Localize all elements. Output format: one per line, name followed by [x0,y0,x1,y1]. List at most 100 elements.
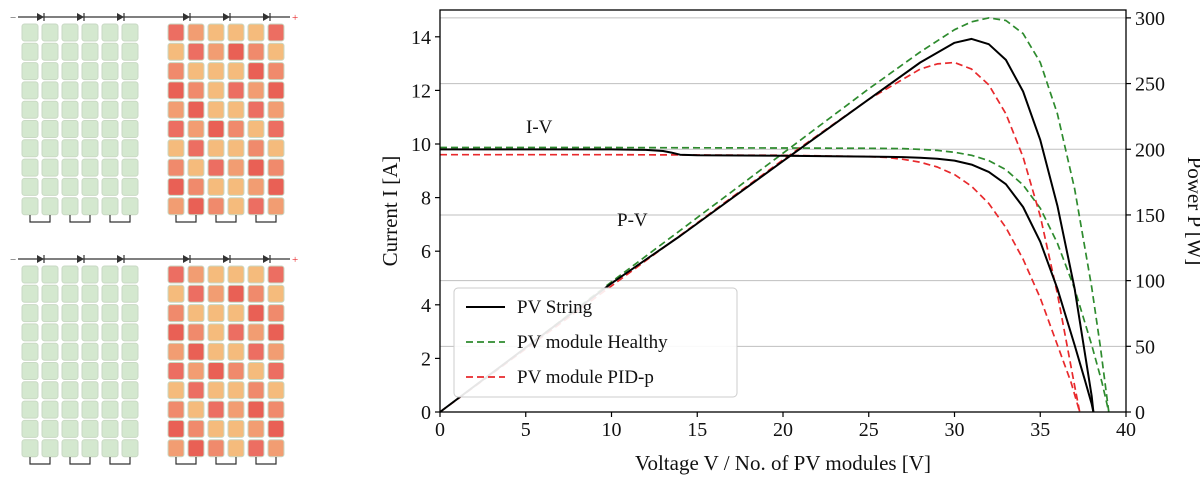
pv-cell [21,158,39,177]
pv-cell [81,419,99,438]
pv-cell [101,439,119,458]
pv-cell [247,323,265,342]
bypass-diode-icon [223,255,230,263]
pv-cell [81,265,99,284]
pv-cell [121,265,139,284]
pv-cell [227,265,245,284]
pv-cell [167,439,185,458]
pv-module-illustrations: − + − + [10,12,298,465]
pv-cell [101,81,119,100]
pv-cell [167,62,185,81]
bypass-diode-icon [37,255,44,263]
pv-cell [227,323,245,342]
pv-cell [247,177,265,196]
pv-cell [227,23,245,42]
pv-cell [61,81,79,100]
pv-cell [187,139,205,158]
pv-cell [41,400,59,419]
pv-cell [267,419,285,438]
pv-cell [187,342,205,361]
pv-cell [81,342,99,361]
pv-cell [81,323,99,342]
pv-cell [81,100,99,119]
cell-connector [109,215,131,223]
terminal-minus: − [10,12,16,24]
pv-cell [21,400,39,419]
pv-cell [81,362,99,380]
pv-cell [207,342,225,361]
x-tick-label-30: 30 [945,419,965,441]
cell-connector [255,457,277,465]
pv-cell [21,81,39,100]
pv-cell [167,197,185,216]
pv-cell [41,81,59,100]
pv-cell [21,323,39,342]
legend-label-pid: PV module PID-p [517,367,654,388]
pv-cell [81,81,99,100]
pv-cell [167,400,185,419]
pv-cell [61,120,79,138]
x-tick-label-5: 5 [521,419,531,441]
pv-cell [187,177,205,196]
pv-cell [247,400,265,419]
pv-cell [41,42,59,61]
cell-connector [69,215,91,223]
x-axis-label: Voltage V / No. of PV modules [V] [635,451,931,475]
y-left-tick-label-10: 10 [411,134,431,156]
cell-connector [109,457,131,465]
cell-connector [215,457,237,465]
y-right-tick-label-0: 0 [1135,402,1145,424]
y-left-axis-label: Current I [A] [378,156,402,267]
pv-cell [81,381,99,400]
pv-cell [121,158,139,177]
legend-box [453,287,738,398]
y-left-tick-label-4: 4 [421,295,431,317]
pv-cell [207,120,225,138]
pv-cell [247,439,265,458]
y-right-tick-label-250: 250 [1135,74,1165,96]
pv-cell [207,419,225,438]
pv-cell [187,284,205,303]
pv-cell [167,342,185,361]
pv-cell [21,23,39,42]
pv-cell [61,400,79,419]
pv-cell [247,62,265,81]
cell-connector [215,215,237,223]
pv-cell [187,197,205,216]
pv-cell [121,62,139,81]
x-tick-label-15: 15 [687,419,707,441]
pv-cell [21,362,39,380]
pv-cell [247,42,265,61]
pv-cell [101,177,119,196]
pv-cell [207,81,225,100]
pv-cell [21,197,39,216]
pv-cell [21,139,39,158]
pv-cell [81,400,99,419]
pv-cell [227,381,245,400]
y-left-tick-label-6: 6 [421,241,431,263]
pv-cell [81,62,99,81]
cell-connector [175,215,197,223]
pv-cell [207,265,225,284]
pv-cell [267,139,285,158]
bypass-diode-icon [77,255,84,263]
pv-cell [61,304,79,323]
pv-cell [41,381,59,400]
pv-cell [227,62,245,81]
pv-cell [207,139,225,158]
pv-cell [247,158,265,177]
pv-cell [61,197,79,216]
pv-cell [21,381,39,400]
y-left-tick-label-2: 2 [421,348,431,370]
legend: PV String PV module Healthy PV module PI… [453,287,738,398]
pv-cell [227,304,245,323]
pv-cell [207,197,225,216]
pv-cell [227,362,245,380]
module-pid [167,255,285,465]
pv-cell [267,197,285,216]
cell-connector [175,457,197,465]
y-left-tick-label-8: 8 [421,188,431,210]
pv-cell [101,419,119,438]
pv-cell [21,100,39,119]
pv-cell [101,42,119,61]
